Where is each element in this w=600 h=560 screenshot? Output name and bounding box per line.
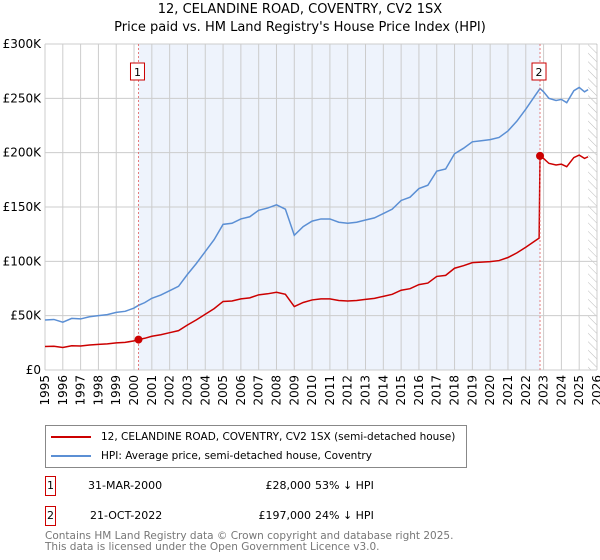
sale-price: £28,000 bbox=[265, 479, 312, 492]
hpi-delta: 24% ↓ HPI bbox=[315, 509, 374, 522]
x-tick-label: 2026 bbox=[590, 375, 600, 406]
x-tick-label: 2005 bbox=[216, 375, 230, 406]
x-tick-label: 2021 bbox=[501, 375, 515, 406]
marker-badge: 1 bbox=[45, 476, 56, 496]
sale-label-box bbox=[531, 62, 547, 81]
x-tick-label: 2014 bbox=[376, 375, 390, 406]
x-tick-label: 2009 bbox=[287, 375, 301, 406]
transaction-row: 1 31-MAR-2000 £28,000 53% ↓ HPI bbox=[45, 476, 445, 496]
x-tick-label: 2022 bbox=[519, 375, 533, 406]
x-tick-label: 2020 bbox=[483, 375, 497, 406]
x-tick-label: 2010 bbox=[305, 375, 319, 406]
x-tick-label: 2011 bbox=[323, 375, 337, 406]
x-tick-label: 2015 bbox=[394, 375, 408, 406]
y-tick-label: £300K bbox=[3, 37, 43, 51]
x-tick-label: 2003 bbox=[180, 375, 194, 406]
x-tick-label: 1997 bbox=[74, 375, 88, 406]
x-tick-label: 1999 bbox=[109, 375, 123, 406]
chart-title: 12, CELANDINE ROAD, COVENTRY, CV2 1SX bbox=[157, 2, 443, 17]
x-tick-label: 2013 bbox=[359, 375, 373, 406]
x-tick-label: 2024 bbox=[554, 375, 568, 406]
x-tick-label: 2017 bbox=[430, 375, 444, 406]
x-tick-label: 2006 bbox=[234, 375, 248, 406]
x-tick-label: 2007 bbox=[252, 375, 266, 406]
sale-date: 21-OCT-2022 bbox=[90, 509, 163, 522]
legend: 12, CELANDINE ROAD, COVENTRY, CV2 1SX (s… bbox=[45, 425, 467, 468]
sale-point bbox=[134, 335, 143, 344]
chart-subtitle: Price paid vs. HM Land Registry's House … bbox=[114, 20, 486, 35]
x-tick-label: 1995 bbox=[38, 375, 52, 406]
chart-plot: 1995 1996 1997 1998 1999 2000 2001 2002 2003 2004… bbox=[3, 37, 600, 406]
x-tick-label: 2004 bbox=[198, 375, 212, 406]
x-tick-label: 2000 bbox=[127, 375, 141, 406]
legend-item-hpi: HPI: Average price, semi-detached house,… bbox=[51, 448, 372, 464]
x-tick-label: 2008 bbox=[269, 375, 283, 406]
sale-price: £197,000 bbox=[258, 509, 312, 522]
x-tick-label: 2012 bbox=[341, 375, 355, 406]
footer: Contains HM Land Registry data © Crown c… bbox=[45, 531, 453, 553]
y-tick-label: £250K bbox=[3, 91, 43, 105]
hpi-delta: 53% ↓ HPI bbox=[315, 479, 374, 492]
sale-label-box bbox=[129, 62, 145, 81]
y-tick-label: £0 bbox=[26, 363, 41, 377]
x-tick-label: 2019 bbox=[465, 375, 479, 406]
legend-line-red bbox=[51, 436, 91, 438]
footer-line: Contains HM Land Registry data © Crown c… bbox=[45, 530, 454, 542]
legend-label: HPI: Average price, semi-detached house,… bbox=[101, 450, 372, 462]
y-tick-label: £150K bbox=[3, 200, 43, 214]
y-tick-label: £50K bbox=[10, 309, 42, 323]
x-tick-label: 1998 bbox=[91, 375, 105, 406]
y-tick-label: £100K bbox=[3, 254, 43, 268]
legend-line-blue bbox=[51, 455, 91, 457]
footer-line: This data is licensed under the Open Gov… bbox=[45, 541, 380, 553]
legend-item-property: 12, CELANDINE ROAD, COVENTRY, CV2 1SX (s… bbox=[51, 429, 455, 445]
y-tick-label: £200K bbox=[3, 146, 43, 160]
sale-point bbox=[536, 151, 545, 160]
marker-badge: 2 bbox=[45, 506, 56, 526]
transaction-row: 2 21-OCT-2022 £197,000 24% ↓ HPI bbox=[45, 506, 445, 526]
x-tick-label: 2018 bbox=[448, 375, 462, 406]
sale-label: 1 bbox=[134, 66, 141, 79]
x-tick-label: 1996 bbox=[56, 375, 70, 406]
x-tick-label: 2016 bbox=[412, 375, 426, 406]
x-tick-label: 2001 bbox=[145, 375, 159, 406]
x-tick-label: 2025 bbox=[572, 375, 586, 406]
x-tick-label: 2002 bbox=[163, 375, 177, 406]
legend-label: 12, CELANDINE ROAD, COVENTRY, CV2 1SX (s… bbox=[101, 431, 456, 443]
x-tick-label: 2023 bbox=[537, 375, 551, 406]
sale-date: 31-MAR-2000 bbox=[88, 479, 163, 492]
sale-label: 2 bbox=[536, 66, 543, 79]
